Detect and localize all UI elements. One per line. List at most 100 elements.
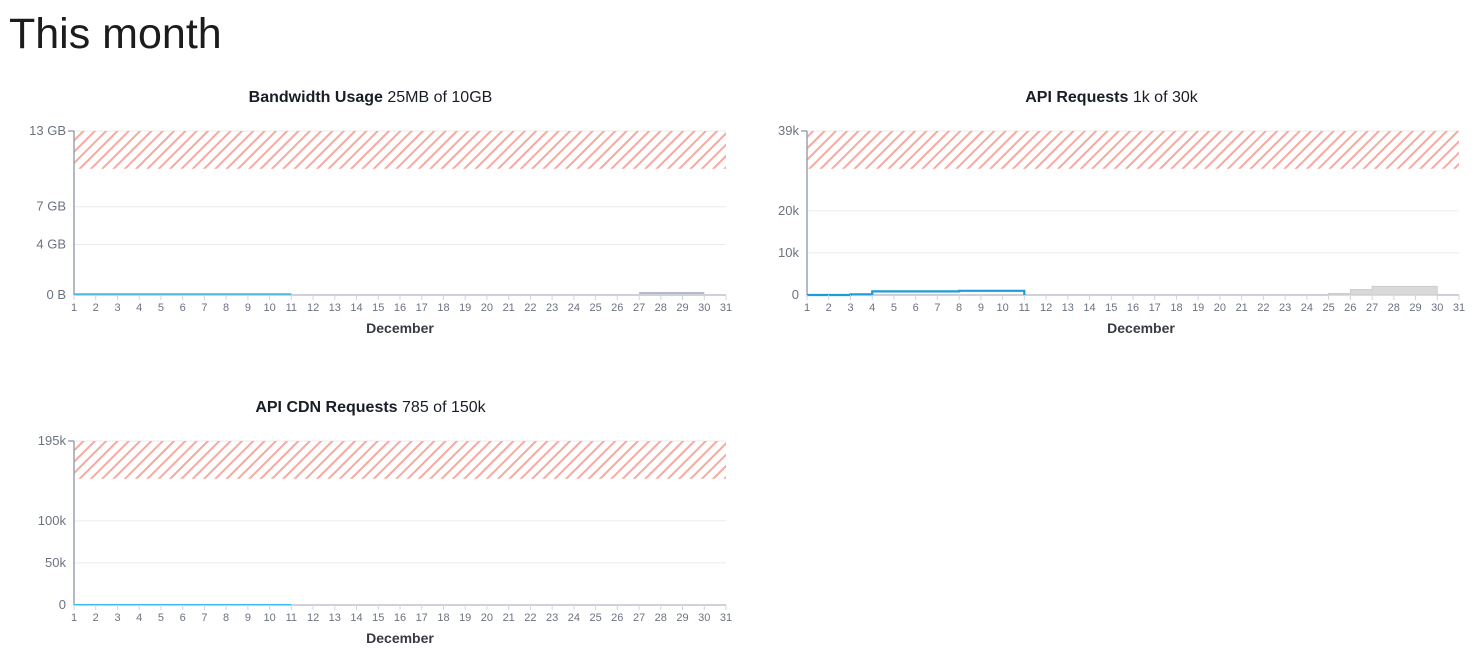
svg-text:12: 12 — [307, 612, 319, 624]
svg-text:25: 25 — [1322, 302, 1334, 314]
svg-text:27: 27 — [1366, 302, 1378, 314]
svg-text:1: 1 — [71, 612, 77, 624]
svg-text:3: 3 — [114, 612, 120, 624]
svg-text:28: 28 — [655, 612, 667, 624]
svg-text:28: 28 — [655, 302, 667, 314]
svg-text:30: 30 — [1431, 302, 1443, 314]
svg-text:December: December — [366, 630, 434, 646]
svg-text:24: 24 — [568, 612, 580, 624]
svg-text:1: 1 — [71, 302, 77, 314]
svg-text:25: 25 — [589, 302, 601, 314]
svg-text:22: 22 — [1257, 302, 1269, 314]
svg-text:6: 6 — [180, 612, 186, 624]
svg-text:7: 7 — [201, 302, 207, 314]
svg-text:29: 29 — [676, 302, 688, 314]
svg-text:23: 23 — [1279, 302, 1291, 314]
svg-text:7 GB: 7 GB — [36, 199, 66, 214]
svg-text:30: 30 — [698, 612, 710, 624]
svg-text:25: 25 — [589, 612, 601, 624]
svg-text:3: 3 — [847, 302, 853, 314]
svg-text:0 B: 0 B — [46, 287, 66, 302]
svg-text:4: 4 — [869, 302, 875, 314]
svg-text:8: 8 — [223, 302, 229, 314]
svg-text:16: 16 — [394, 612, 406, 624]
svg-text:18: 18 — [437, 612, 449, 624]
svg-text:195k: 195k — [38, 433, 67, 448]
svg-text:10k: 10k — [778, 245, 799, 260]
svg-text:50k: 50k — [45, 555, 66, 570]
svg-text:19: 19 — [1192, 302, 1204, 314]
svg-text:20k: 20k — [778, 203, 799, 218]
svg-text:7: 7 — [201, 612, 207, 624]
svg-text:17: 17 — [1149, 302, 1161, 314]
svg-text:16: 16 — [394, 302, 406, 314]
svg-text:29: 29 — [1409, 302, 1421, 314]
svg-text:27: 27 — [633, 612, 645, 624]
svg-text:9: 9 — [978, 302, 984, 314]
svg-text:2: 2 — [93, 302, 99, 314]
svg-text:26: 26 — [1344, 302, 1356, 314]
svg-text:21: 21 — [503, 302, 515, 314]
svg-text:19: 19 — [459, 612, 471, 624]
svg-text:23: 23 — [546, 612, 558, 624]
svg-text:December: December — [366, 320, 434, 336]
svg-text:12: 12 — [1040, 302, 1052, 314]
svg-text:21: 21 — [503, 612, 515, 624]
svg-text:7: 7 — [934, 302, 940, 314]
svg-text:2: 2 — [826, 302, 832, 314]
svg-text:December: December — [1107, 320, 1175, 336]
svg-text:15: 15 — [372, 612, 384, 624]
svg-text:22: 22 — [524, 612, 536, 624]
svg-text:100k: 100k — [38, 513, 67, 528]
svg-text:16: 16 — [1127, 302, 1139, 314]
svg-text:5: 5 — [158, 612, 164, 624]
svg-text:20: 20 — [481, 302, 493, 314]
svg-text:18: 18 — [1170, 302, 1182, 314]
svg-text:22: 22 — [524, 302, 536, 314]
svg-text:31: 31 — [720, 302, 732, 314]
svg-text:0: 0 — [59, 597, 66, 612]
svg-text:24: 24 — [1301, 302, 1313, 314]
svg-text:13 GB: 13 GB — [29, 123, 66, 138]
svg-text:5: 5 — [891, 302, 897, 314]
svg-text:0: 0 — [792, 287, 799, 302]
svg-text:13: 13 — [329, 612, 341, 624]
svg-text:39k: 39k — [778, 123, 799, 138]
svg-text:27: 27 — [633, 302, 645, 314]
svg-text:26: 26 — [611, 612, 623, 624]
svg-text:5: 5 — [158, 302, 164, 314]
svg-text:6: 6 — [913, 302, 919, 314]
svg-text:2: 2 — [93, 612, 99, 624]
svg-text:15: 15 — [1105, 302, 1117, 314]
svg-text:24: 24 — [568, 302, 580, 314]
svg-text:15: 15 — [372, 302, 384, 314]
svg-text:4 GB: 4 GB — [36, 237, 66, 252]
svg-text:20: 20 — [481, 612, 493, 624]
svg-text:19: 19 — [459, 302, 471, 314]
svg-text:28: 28 — [1388, 302, 1400, 314]
svg-text:23: 23 — [546, 302, 558, 314]
svg-text:11: 11 — [1019, 302, 1030, 314]
svg-text:12: 12 — [307, 302, 319, 314]
svg-text:8: 8 — [223, 612, 229, 624]
svg-text:13: 13 — [329, 302, 341, 314]
svg-text:13: 13 — [1062, 302, 1074, 314]
svg-text:9: 9 — [245, 612, 251, 624]
svg-text:26: 26 — [611, 302, 623, 314]
svg-text:10: 10 — [263, 302, 275, 314]
svg-text:3: 3 — [114, 302, 120, 314]
svg-text:1: 1 — [804, 302, 810, 314]
svg-text:21: 21 — [1236, 302, 1248, 314]
svg-text:17: 17 — [416, 612, 428, 624]
svg-text:17: 17 — [416, 302, 428, 314]
svg-text:31: 31 — [720, 612, 732, 624]
svg-text:8: 8 — [956, 302, 962, 314]
svg-text:20: 20 — [1214, 302, 1226, 314]
svg-text:14: 14 — [350, 302, 362, 314]
svg-text:6: 6 — [180, 302, 186, 314]
svg-text:4: 4 — [136, 612, 142, 624]
svg-text:11: 11 — [286, 612, 297, 624]
svg-text:29: 29 — [676, 612, 688, 624]
svg-text:9: 9 — [245, 302, 251, 314]
svg-text:18: 18 — [437, 302, 449, 314]
